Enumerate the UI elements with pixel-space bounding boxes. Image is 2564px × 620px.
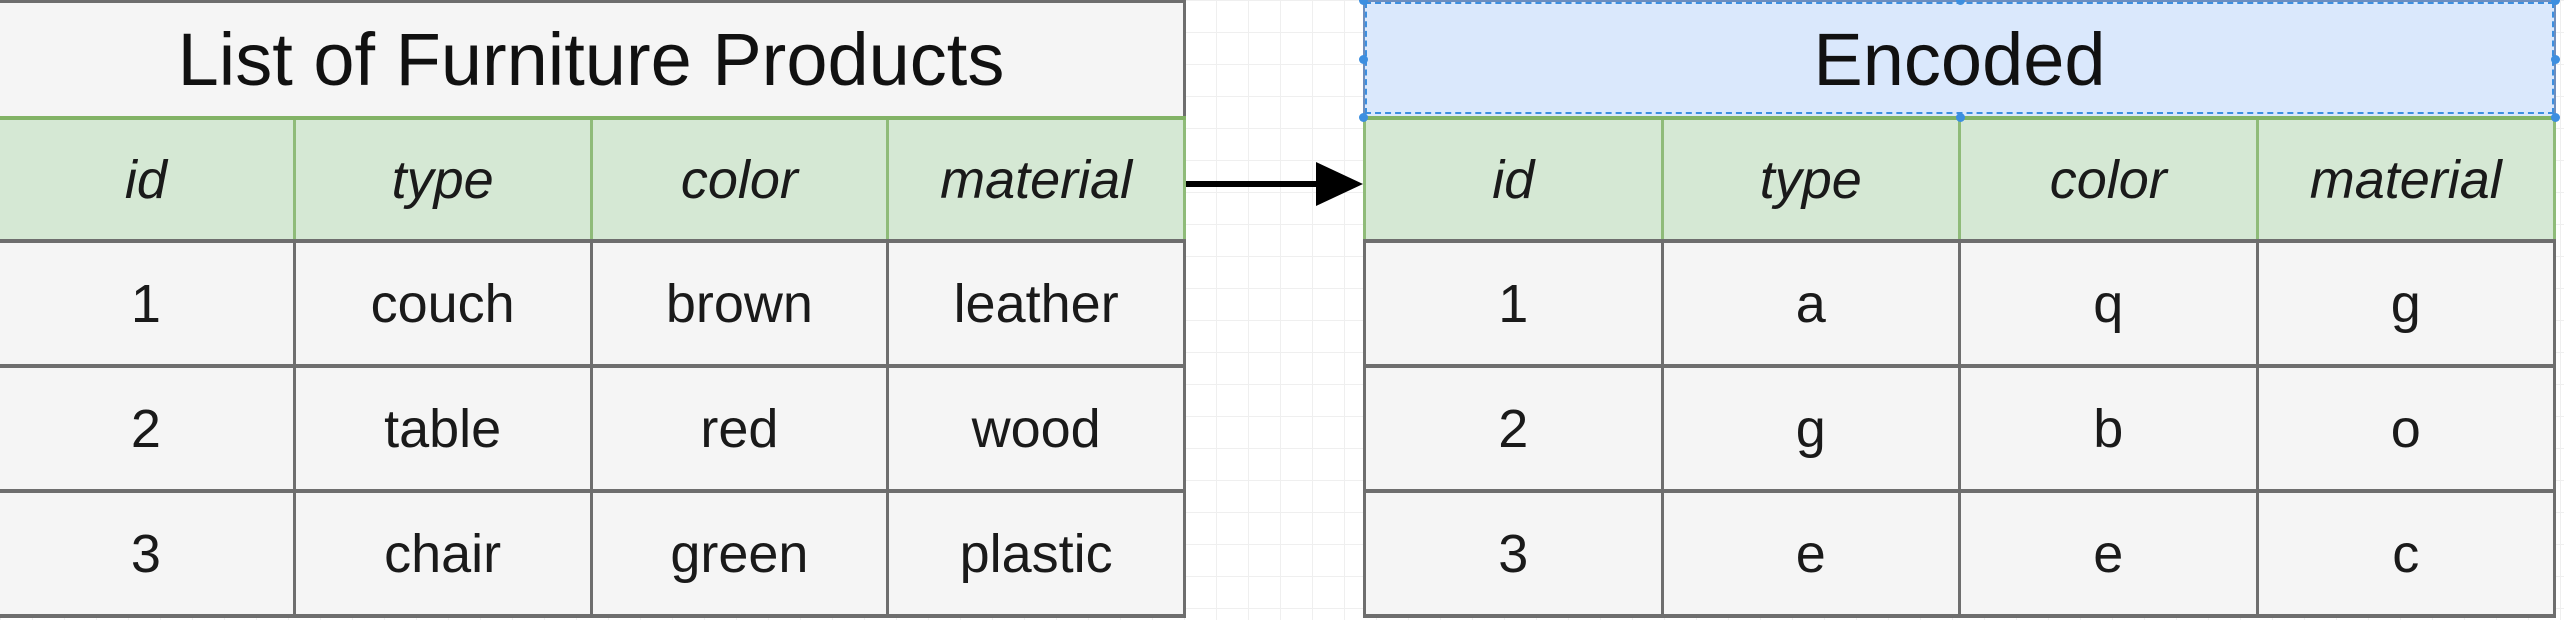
table-cell: b — [1958, 368, 2256, 489]
table-cell: a — [1660, 243, 1959, 364]
table-cell: e — [1660, 493, 1959, 614]
table-cell: 3 — [1363, 493, 1661, 614]
table-cell: red — [589, 368, 887, 489]
table-cell: leather — [886, 243, 1186, 364]
header-cell-material: material — [2255, 120, 2556, 239]
table-cell: g — [2255, 243, 2556, 364]
table-cell: table — [292, 368, 590, 489]
table-cell: o — [2255, 368, 2556, 489]
table-cell: plastic — [886, 493, 1186, 614]
selection-handle[interactable] — [2551, 0, 2560, 5]
table-row: 2 table red wood — [0, 368, 1186, 493]
header-cell-type: type — [1660, 120, 1959, 239]
table-cell: 3 — [0, 493, 293, 614]
table-cell: green — [589, 493, 887, 614]
selection-handle[interactable] — [1359, 113, 1368, 122]
selection-handle[interactable] — [2551, 55, 2560, 64]
table-row: 1 couch brown leather — [0, 243, 1186, 368]
table-cell: g — [1660, 368, 1959, 489]
table-row: 3 chair green plastic — [0, 493, 1186, 618]
encoded-table[interactable]: Encoded id type color material 1 a q g 2… — [1359, 0, 2560, 618]
header-row: id type color material — [1363, 116, 2556, 243]
arrow-icon[interactable] — [1186, 160, 1370, 208]
table-cell: couch — [292, 243, 590, 364]
selection-handle[interactable] — [1359, 55, 1368, 64]
selection-handle[interactable] — [2551, 113, 2560, 122]
table-cell: 1 — [0, 243, 293, 364]
header-cell-id: id — [0, 120, 293, 239]
selection-handle[interactable] — [1956, 0, 1965, 5]
table-row: 1 a q g — [1363, 243, 2556, 368]
header-cell-color: color — [1958, 120, 2256, 239]
selection-handle[interactable] — [1956, 113, 1965, 122]
table-cell: brown — [589, 243, 887, 364]
header-cell-material: material — [886, 120, 1186, 239]
header-cell-color: color — [589, 120, 887, 239]
table-cell: 1 — [1363, 243, 1661, 364]
table-title-selected[interactable]: Encoded — [1359, 0, 2560, 122]
table-cell: q — [1958, 243, 2256, 364]
header-cell-type: type — [292, 120, 590, 239]
table-row: 2 g b o — [1363, 368, 2556, 493]
header-row: id type color material — [0, 116, 1186, 243]
table-cell: chair — [292, 493, 590, 614]
table-cell: wood — [886, 368, 1186, 489]
table-cell: 2 — [0, 368, 293, 489]
table-cell: e — [1958, 493, 2256, 614]
furniture-products-table[interactable]: List of Furniture Products id type color… — [0, 0, 1186, 618]
header-cell-id: id — [1363, 120, 1661, 239]
table-cell: c — [2255, 493, 2556, 614]
table-title: Encoded — [1813, 17, 2106, 101]
table-row: 3 e e c — [1363, 493, 2556, 618]
table-cell: 2 — [1363, 368, 1661, 489]
table-title: List of Furniture Products — [0, 0, 1186, 116]
selection-handle[interactable] — [1359, 0, 1368, 5]
